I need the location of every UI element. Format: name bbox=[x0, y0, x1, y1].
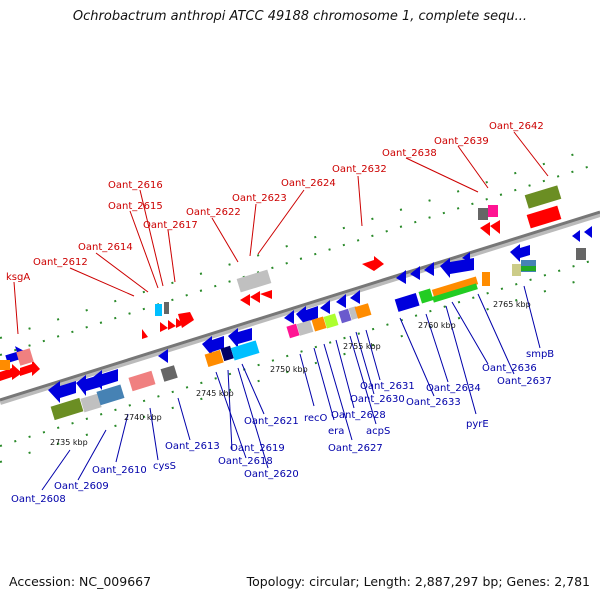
reverse-gene-label: Oant_2630 bbox=[350, 394, 405, 405]
reverse-gene-label: cysS bbox=[153, 461, 176, 472]
forward-gene-label: Oant_2616 bbox=[108, 180, 163, 191]
scale-labels: 2735 kbp 2740 kbp 2745 kbp 2750 kbp 2755 kbp… bbox=[50, 300, 531, 447]
scale-label: 2760 kbp bbox=[418, 321, 456, 330]
reverse-gene-label: Oant_2631 bbox=[360, 381, 415, 392]
map-title: Ochrobactrum anthropi ATCC 49188 chromos… bbox=[72, 9, 528, 24]
reverse-strand-features bbox=[5, 226, 592, 421]
reverse-leader-lines bbox=[41, 285, 541, 491]
forward-gene-label: Oant_2642 bbox=[489, 121, 544, 132]
reverse-gene-label: Oant_2621 bbox=[244, 416, 299, 427]
forward-gene-label: Oant_2622 bbox=[186, 207, 241, 218]
forward-gene-label: Oant_2623 bbox=[232, 193, 287, 204]
reverse-gene-label: smpB bbox=[526, 349, 554, 360]
scale-label: 2765 kbp bbox=[493, 300, 531, 309]
forward-leader-lines bbox=[13, 131, 549, 335]
reverse-gene-label: era bbox=[328, 426, 344, 437]
scale-label: 2745 kbp bbox=[196, 389, 234, 398]
forward-gene-label: Oant_2615 bbox=[108, 201, 163, 212]
forward-gene-label: Oant_2617 bbox=[143, 220, 198, 231]
reverse-gene-labels: Oant_2608 Oant_2609 Oant_2610 cysS Oant_2613… bbox=[11, 349, 554, 505]
forward-gene-label: Oant_2639 bbox=[434, 136, 489, 147]
forward-gene-label: Oant_2614 bbox=[78, 242, 133, 253]
reverse-gene-label: Oant_2634 bbox=[426, 383, 481, 394]
reverse-gene-label: Oant_2620 bbox=[244, 469, 299, 480]
reverse-gene-label: pyrE bbox=[466, 419, 489, 430]
reverse-gene-label: Oant_2633 bbox=[406, 397, 461, 408]
forward-gene-label: Oant_2632 bbox=[332, 164, 387, 175]
genome-summary: Topology: circular; Length: 2,887,297 bp… bbox=[246, 574, 590, 589]
forward-strand-features bbox=[0, 185, 562, 381]
scale-label: 2750 kbp bbox=[270, 365, 308, 374]
scale-label: 2740 kbp bbox=[124, 413, 162, 422]
reverse-gene-label: Oant_2628 bbox=[331, 410, 386, 421]
scale-label: 2755 kbp bbox=[343, 342, 381, 351]
reverse-gene-label: Oant_2610 bbox=[92, 465, 147, 476]
scale-label: 2735 kbp bbox=[50, 438, 88, 447]
reverse-gene-label: Oant_2619 bbox=[230, 443, 285, 454]
accession-label: Accession: NC_009667 bbox=[9, 574, 152, 589]
reverse-gene-label: Oant_2636 bbox=[482, 363, 537, 374]
forward-gene-label: ksgA bbox=[6, 272, 30, 283]
chromosome-backbone bbox=[0, 210, 600, 405]
reverse-gene-label: acpS bbox=[366, 426, 390, 437]
reverse-gene-label: Oant_2613 bbox=[165, 441, 220, 452]
reverse-gene-label: Oant_2627 bbox=[328, 443, 383, 454]
reverse-gene-label: Oant_2618 bbox=[218, 456, 273, 467]
forward-gene-label: Oant_2612 bbox=[33, 257, 88, 268]
reverse-gene-label: Oant_2609 bbox=[54, 481, 109, 492]
reverse-gene-label: Oant_2608 bbox=[11, 494, 66, 505]
forward-gene-label: Oant_2624 bbox=[281, 178, 336, 189]
reverse-gene-label: Oant_2637 bbox=[497, 376, 552, 387]
reverse-gene-label: recO bbox=[304, 413, 328, 424]
forward-gene-label: Oant_2638 bbox=[382, 148, 437, 159]
